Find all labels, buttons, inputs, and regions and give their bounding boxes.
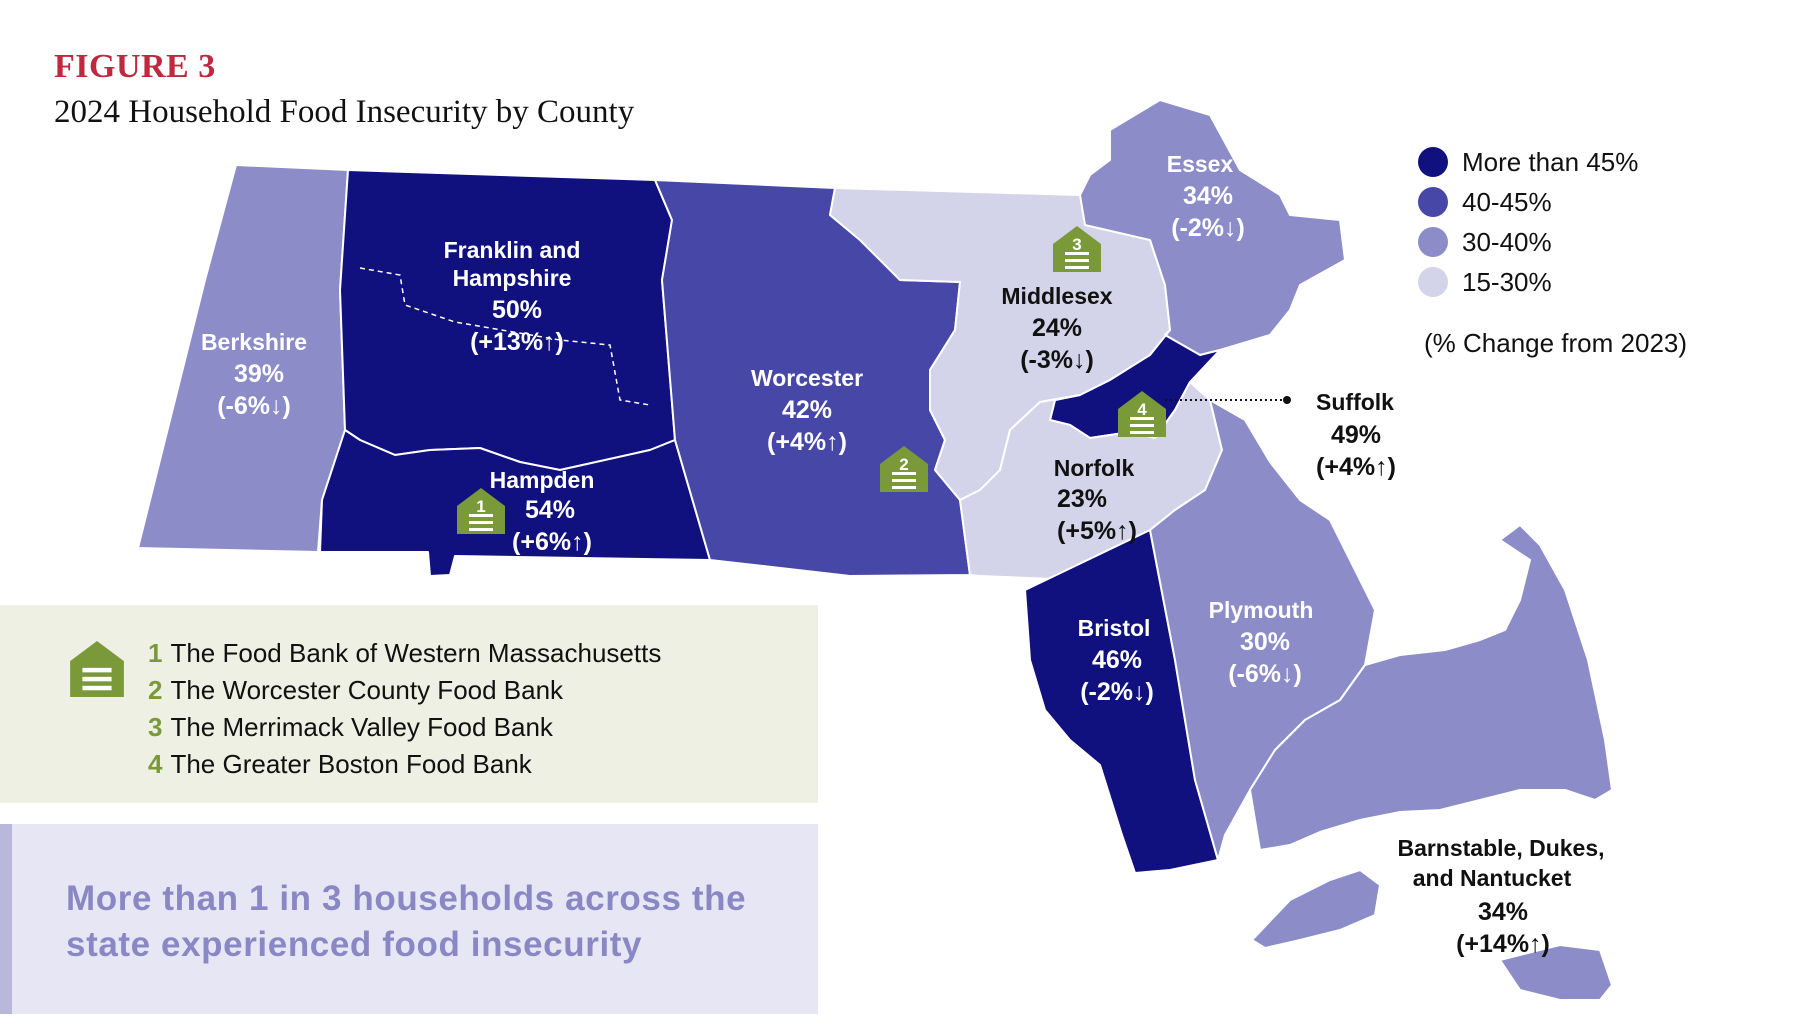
svg-text:(+4%↑): (+4%↑) — [767, 428, 847, 456]
svg-text:Worcester: Worcester — [751, 365, 863, 391]
food-bank-number: 3 — [148, 712, 163, 742]
svg-text:Plymouth: Plymouth — [1209, 597, 1314, 623]
svg-text:46%: 46% — [1092, 646, 1142, 674]
label-middlesex: Middlesex 24% (-3%↓) — [1001, 283, 1112, 374]
legend-swatch — [1418, 227, 1448, 257]
svg-text:(+14%↑): (+14%↑) — [1456, 930, 1550, 958]
label-plymouth: Plymouth 30% (-6%↓) — [1209, 597, 1314, 688]
svg-text:(-2%↓): (-2%↓) — [1171, 214, 1245, 242]
svg-text:and Nantucket: and Nantucket — [1413, 865, 1572, 891]
svg-text:Hampden: Hampden — [490, 467, 595, 493]
label-suffolk: Suffolk 49% (+4%↑) — [1316, 389, 1396, 481]
food-bank-marker-2-number: 2 — [899, 455, 908, 474]
svg-text:(-6%↓): (-6%↓) — [1228, 660, 1302, 688]
legend: More than 45% 40-45% 30-40% 15-30% — [1418, 142, 1638, 302]
list-item: 1 The Food Bank of Western Massachusetts — [148, 635, 661, 672]
food-bank-marker-3[interactable]: 3 — [1053, 226, 1101, 272]
svg-text:23%: 23% — [1057, 485, 1107, 513]
svg-text:Barnstable, Dukes,: Barnstable, Dukes, — [1397, 835, 1604, 861]
list-item: 4 The Greater Boston Food Bank — [148, 746, 661, 783]
svg-text:(-3%↓): (-3%↓) — [1020, 346, 1094, 374]
svg-text:Bristol: Bristol — [1078, 615, 1151, 641]
legend-item-40-45: 40-45% — [1418, 182, 1638, 222]
food-bank-number: 4 — [148, 749, 163, 779]
legend-item-15-30: 15-30% — [1418, 262, 1638, 302]
svg-text:(-6%↓): (-6%↓) — [217, 392, 291, 420]
legend-swatch — [1418, 187, 1448, 217]
suffolk-leader-dot — [1283, 396, 1291, 404]
svg-text:Hampshire: Hampshire — [453, 265, 572, 291]
callout-text: More than 1 in 3 households across the s… — [66, 879, 747, 964]
food-bank-list: 1 The Food Bank of Western Massachusetts … — [148, 635, 661, 783]
label-bristol: Bristol 46% (-2%↓) — [1078, 615, 1154, 706]
svg-text:34%: 34% — [1478, 898, 1528, 926]
svg-text:Franklin and: Franklin and — [444, 237, 581, 263]
island-nantucket — [1499, 944, 1613, 1001]
svg-text:Suffolk: Suffolk — [1316, 389, 1394, 415]
svg-text:54%: 54% — [525, 496, 575, 524]
label-barnstable: Barnstable, Dukes, and Nantucket 34% (+1… — [1397, 835, 1604, 958]
callout-box: More than 1 in 3 households across the s… — [0, 824, 818, 1014]
svg-text:(+13%↑): (+13%↑) — [470, 328, 564, 356]
food-bank-number: 2 — [148, 675, 163, 705]
svg-text:39%: 39% — [234, 360, 284, 388]
figure-label: FIGURE 3 — [54, 48, 216, 85]
svg-text:Essex: Essex — [1167, 151, 1234, 177]
list-item: 3 The Merrimack Valley Food Bank — [148, 709, 661, 746]
county-barnstable — [1249, 524, 1613, 851]
food-bank-marker-1-number: 1 — [476, 497, 485, 516]
label-berkshire: Berkshire 39% (-6%↓) — [201, 329, 307, 420]
svg-text:42%: 42% — [782, 396, 832, 424]
food-bank-key: 1 The Food Bank of Western Massachusetts … — [0, 605, 818, 803]
legend-swatch — [1418, 147, 1448, 177]
svg-text:Berkshire: Berkshire — [201, 329, 307, 355]
food-bank-name: The Merrimack Valley Food Bank — [170, 712, 553, 742]
label-franklin-hampshire: Franklin and Hampshire 50% (+13%↑) — [444, 237, 581, 356]
svg-text:(+5%↑): (+5%↑) — [1057, 517, 1137, 545]
callout-accent-bar — [0, 824, 12, 1014]
franklin-hampshire-divider — [359, 267, 651, 406]
svg-text:24%: 24% — [1032, 314, 1082, 342]
food-bank-number: 1 — [148, 638, 163, 668]
legend-label: 15-30% — [1462, 266, 1552, 297]
county-plymouth — [1149, 399, 1376, 861]
food-bank-marker-1[interactable]: 1 — [457, 488, 505, 534]
svg-text:(+6%↑): (+6%↑) — [512, 528, 592, 556]
svg-text:(-2%↓): (-2%↓) — [1080, 678, 1154, 706]
county-berkshire — [137, 164, 349, 553]
food-bank-marker-2[interactable]: 2 — [880, 446, 928, 492]
svg-text:50%: 50% — [492, 296, 542, 324]
county-essex — [1079, 99, 1346, 356]
food-bank-name: The Worcester County Food Bank — [170, 675, 564, 705]
svg-text:Middlesex: Middlesex — [1001, 283, 1112, 309]
legend-item-more-than-45: More than 45% — [1418, 142, 1638, 182]
svg-text:34%: 34% — [1183, 182, 1233, 210]
legend-label: More than 45% — [1462, 146, 1639, 177]
svg-text:(+4%↑): (+4%↑) — [1316, 453, 1396, 481]
figure-title: 2024 Household Food Insecurity by County — [54, 94, 635, 130]
warehouse-icon — [70, 641, 124, 697]
legend-swatch — [1418, 267, 1448, 297]
svg-text:30%: 30% — [1240, 628, 1290, 656]
legend-note: (% Change from 2023) — [1424, 328, 1688, 358]
svg-text:49%: 49% — [1331, 421, 1381, 449]
food-bank-marker-4-number: 4 — [1137, 400, 1147, 419]
svg-text:Norfolk: Norfolk — [1054, 455, 1135, 481]
label-norfolk: Norfolk 23% (+5%↑) — [1054, 455, 1137, 545]
label-essex: Essex 34% (-2%↓) — [1167, 151, 1245, 242]
food-bank-name: The Food Bank of Western Massachusetts — [170, 638, 662, 668]
food-bank-marker-4[interactable]: 4 — [1118, 391, 1166, 437]
legend-label: 40-45% — [1462, 186, 1552, 217]
food-bank-name: The Greater Boston Food Bank — [170, 749, 532, 779]
island-marthas-vineyard — [1251, 869, 1381, 949]
food-bank-marker-3-number: 3 — [1072, 235, 1081, 254]
legend-label: 30-40% — [1462, 226, 1552, 257]
label-worcester: Worcester 42% (+4%↑) — [751, 365, 863, 456]
legend-item-30-40: 30-40% — [1418, 222, 1638, 262]
label-hampden: Hampden 54% (+6%↑) — [490, 467, 595, 556]
list-item: 2 The Worcester County Food Bank — [148, 672, 661, 709]
